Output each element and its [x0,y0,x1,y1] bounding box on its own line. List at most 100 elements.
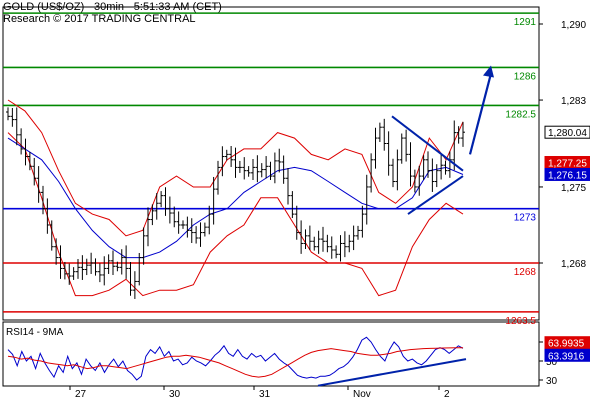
chart-subtitle: Research © 2017 TRADING CENTRAL [3,13,196,25]
price-y-tick-label-3: 1,290 [561,20,586,31]
x-tick-label-4: 2 [444,389,450,400]
candle-47 [211,176,216,225]
candle-77 [342,231,347,258]
candle-38 [172,206,177,228]
rsi-panel-title: RSI14 - 9MA [6,327,64,338]
candle-9 [45,198,50,234]
candle-32 [146,207,150,247]
rsi-y-tick-label-0: 30 [546,376,558,387]
price-tag-box-0 [544,125,590,139]
candle-83 [369,153,374,193]
price-y-tick-label-0: 1,268 [561,259,586,270]
candle-11 [54,238,59,265]
level-lines: 1291 1286 1282.5 1273 1268 1263.5 [3,12,539,327]
candle-62 [277,148,282,173]
price-y-tick-label-2: 1,283 [561,96,586,107]
candle-96 [426,151,430,178]
candle-61 [272,152,277,184]
candle-4 [23,138,28,166]
candle-78 [347,234,352,253]
chart-title: GOLD (US$/OZ) - 30min - 5:51:33 AM (CET) [3,1,222,13]
x-tick-label-3: Nov [353,389,371,400]
candle-92 [408,142,413,187]
candle-36 [163,187,168,216]
level-label-5: 1263.5 [505,316,536,327]
candle-75 [334,245,339,259]
candle-57 [255,155,260,183]
candle-7 [36,166,41,203]
candle-89 [395,149,400,191]
candle-52 [233,147,238,178]
candle-67 [299,220,304,254]
candle-56 [251,159,255,181]
rsi-y-tick-label-1: 50 [546,357,558,368]
candle-8 [41,185,45,215]
candle-12 [58,245,63,279]
candle-94 [417,165,422,196]
rsi-trendline [317,358,467,387]
level-label-1: 1286 [514,71,537,82]
candle-44 [198,222,203,247]
candle-27 [124,245,129,279]
x-tick-label-2: 31 [259,389,271,400]
candle-95 [421,155,426,181]
candle-82 [364,174,369,225]
candle-100 [443,160,448,175]
candle-102 [452,120,457,171]
candle-39 [176,211,181,234]
candle-23 [106,254,111,274]
rsi-ma-line [7,347,464,378]
candle-58 [259,163,264,178]
price-tag-label-0: 1,280.04 [548,128,587,139]
rsi-tag-box-0 [544,336,590,350]
candle-99 [439,154,444,180]
candle-25 [115,261,120,272]
candle-51 [229,145,234,167]
candle-46 [207,205,212,235]
candle-90 [399,133,404,164]
candle-53 [237,160,242,173]
level-label-4: 1268 [514,267,537,278]
candle-85 [377,122,382,142]
candle-79 [351,225,356,251]
candle-86 [382,118,387,151]
level-label-0: 1291 [514,17,537,28]
candle-33 [150,204,155,226]
candle-19 [89,252,94,274]
candle-28 [128,261,133,296]
bollinger-lower-line [7,132,464,297]
candle-21 [97,263,102,283]
candle-2 [14,107,19,146]
level-label-2: 1282.5 [505,109,536,120]
candle-24 [111,250,115,276]
candle-16 [76,258,80,279]
candle-74 [329,236,334,259]
candle-45 [202,222,207,237]
candle-31 [141,227,146,265]
price-tag-label-1: 1,277.25 [548,159,587,170]
candle-50 [224,149,229,161]
rsi-tag-box-1 [544,348,590,362]
candle-22 [102,256,107,286]
candle-87 [386,131,391,176]
candle-70 [312,236,317,251]
candle-0 [6,107,10,121]
rsi-tag-label-1: 63.3916 [548,351,585,362]
price-y-tick-label-1: 1,275 [561,183,586,194]
candle-88 [391,158,395,188]
candle-68 [303,229,308,249]
candle-17 [80,255,85,280]
candle-81 [360,205,365,238]
rsi-panel-frame [2,321,540,387]
candle-97 [430,158,435,192]
candle-26 [119,249,124,275]
candle-49 [220,146,225,177]
candle-71 [316,230,321,254]
candle-66 [294,205,299,240]
candle-72 [321,226,325,252]
candle-55 [246,166,251,177]
candle-29 [132,271,137,299]
candle-18 [84,258,89,276]
